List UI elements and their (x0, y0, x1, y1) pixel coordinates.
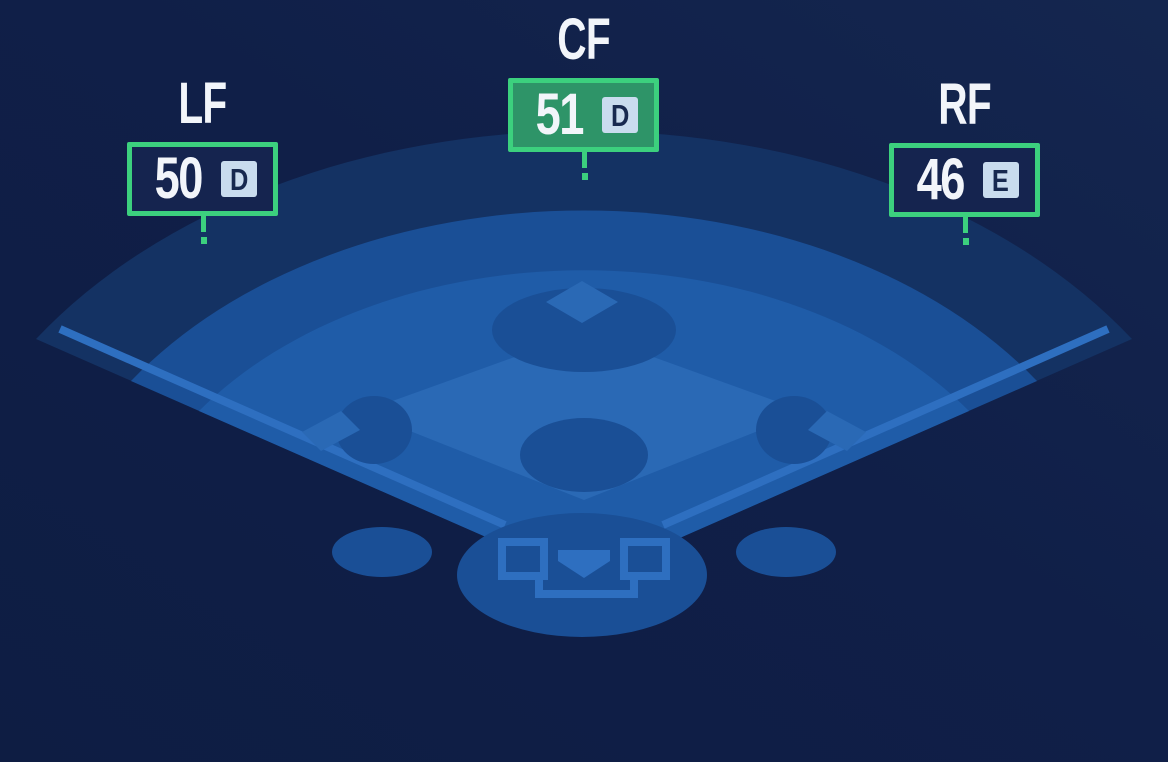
right-batter-box (620, 538, 670, 580)
pitchers-mound (520, 418, 648, 492)
second-base (546, 281, 618, 323)
rating-value: 51 (535, 82, 585, 147)
left-batter-box (498, 538, 548, 580)
grade-chip: D (601, 97, 638, 133)
home-plate (558, 550, 610, 578)
rating-value: 50 (154, 146, 204, 211)
grade-chip: D (220, 161, 257, 197)
callout-dot (581, 173, 588, 180)
position-label-cf: CF (557, 7, 610, 72)
callout-stem (962, 217, 968, 233)
infield-diamond (362, 332, 806, 500)
catcher-box (535, 578, 638, 598)
second-base-cutout (492, 288, 676, 372)
callout-dot (200, 237, 207, 244)
third-base-coach-box (302, 411, 360, 451)
third-base-cutout (336, 396, 412, 464)
first-base-coach-box (808, 411, 866, 451)
first-base-cutout (756, 396, 832, 464)
position-group-rf: RF 46 E (889, 76, 1040, 245)
position-group-cf: CF 51 D (508, 11, 659, 180)
callout-stem (581, 152, 587, 168)
position-group-lf: LF 50 D (127, 75, 278, 244)
rating-box-cf[interactable]: 51 D (508, 78, 659, 152)
left-foul-line (58, 325, 507, 529)
callout-dot (962, 238, 969, 245)
position-label-rf: RF (938, 72, 991, 137)
rating-box-lf[interactable]: 50 D (127, 142, 278, 216)
callout-stem (200, 216, 206, 232)
grade-chip: E (982, 162, 1019, 198)
position-label-lf: LF (178, 71, 227, 136)
on-deck-circle-right (736, 527, 836, 577)
rating-box-rf[interactable]: 46 E (889, 143, 1040, 217)
on-deck-circle-left (332, 527, 432, 577)
rating-value: 46 (916, 147, 966, 212)
right-foul-line (661, 325, 1110, 529)
